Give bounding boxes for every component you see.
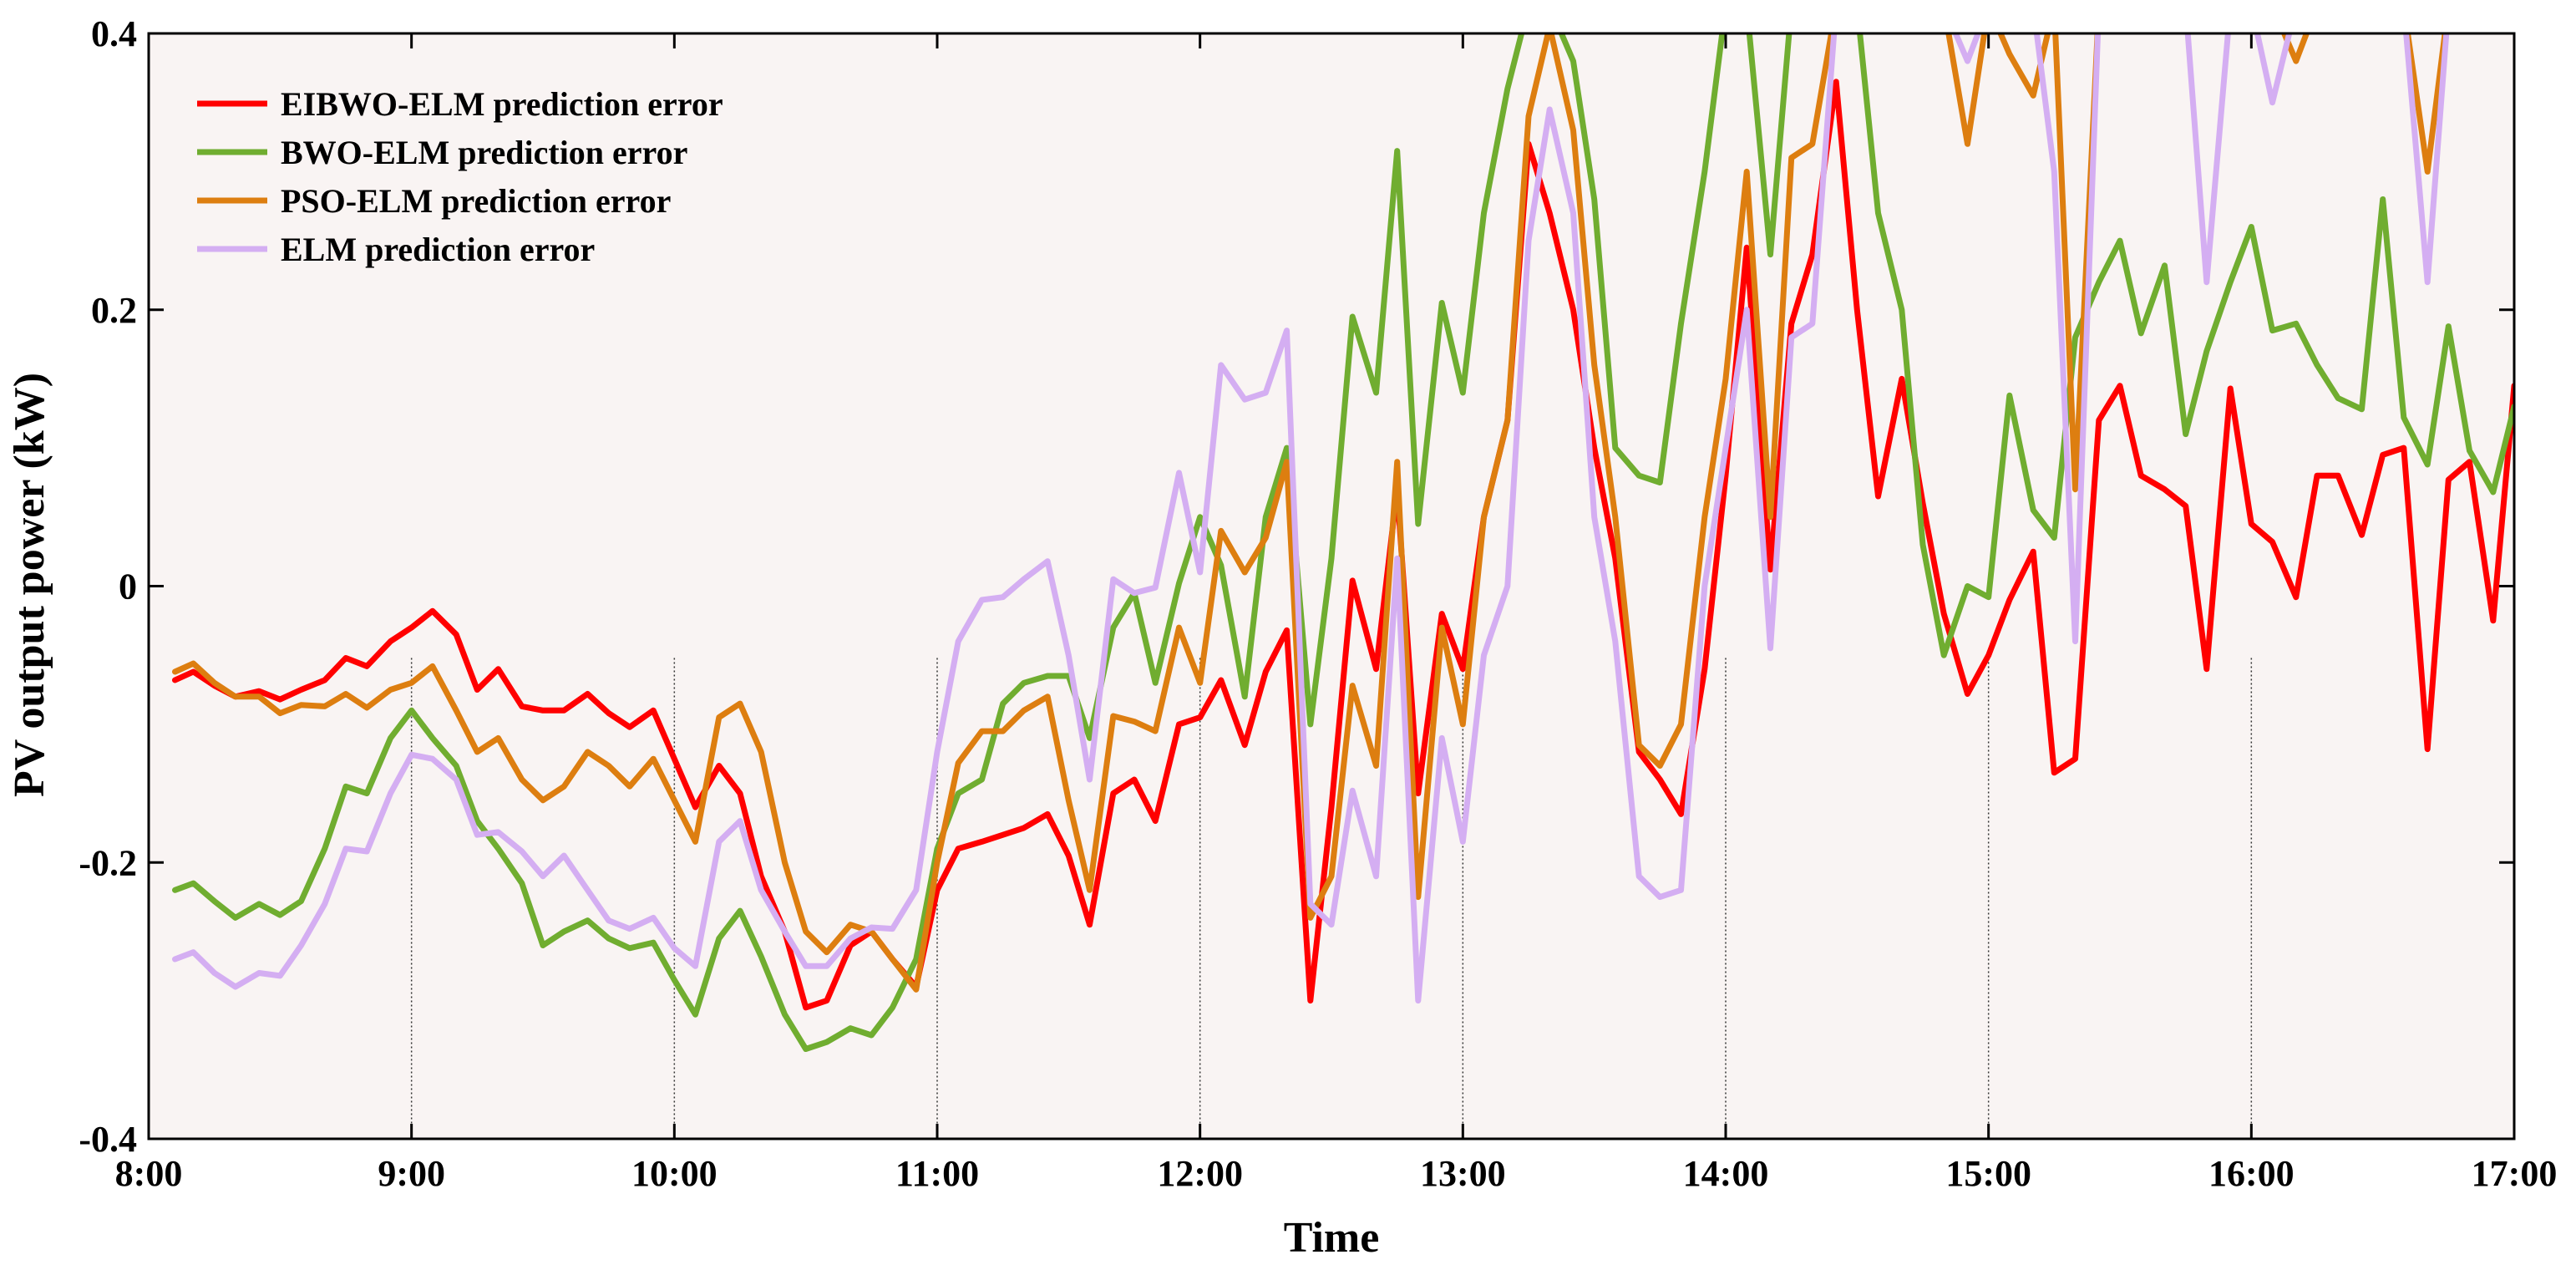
series-line-2 [172,33,2448,993]
y-tick-label-2: 0 [119,566,137,607]
series-line-1 [172,33,2514,1052]
x-tick-label-0: 8:00 [115,1153,183,1194]
y-tick-label-4: 0.4 [91,13,137,54]
x-tick-label-6: 14:00 [1683,1153,1769,1194]
legend-label-2: PSO-ELM prediction error [281,182,671,220]
x-axis-title: Time [1284,1214,1380,1262]
x-tick-label-8: 16:00 [2208,1153,2295,1194]
legend-label-3: ELM prediction error [281,231,595,268]
series-line-0 [172,79,2514,1011]
x-tick-label-3: 11:00 [895,1153,979,1194]
series-line-3 [172,33,2450,1004]
series-lines [172,33,2514,1052]
y-axis-title: PV output power (kW) [6,373,53,797]
axes: 8:00 9:00 10:00 11:00 12:00 13:00 14:00 15:00 16… [79,13,2557,1194]
x-tick-label-1: 9:00 [378,1153,445,1194]
x-tick-label-9: 17:00 [2472,1153,2558,1194]
plot-area [149,33,2514,1139]
x-tick-label-5: 13:00 [1420,1153,1506,1194]
y-tick-label-3: 0.2 [91,290,137,331]
legend: EIBWO-ELM prediction error BWO-ELM predic… [197,85,723,268]
legend-label-1: BWO-ELM prediction error [281,134,687,171]
x-tick-label-4: 12:00 [1157,1153,1243,1194]
x-tick-label-7: 15:00 [1945,1153,2031,1194]
y-tick-label-0: -0.4 [79,1119,137,1160]
legend-label-0: EIBWO-ELM prediction error [281,85,723,123]
y-tick-label-1: -0.2 [79,842,137,883]
x-tick-label-2: 10:00 [631,1153,718,1194]
